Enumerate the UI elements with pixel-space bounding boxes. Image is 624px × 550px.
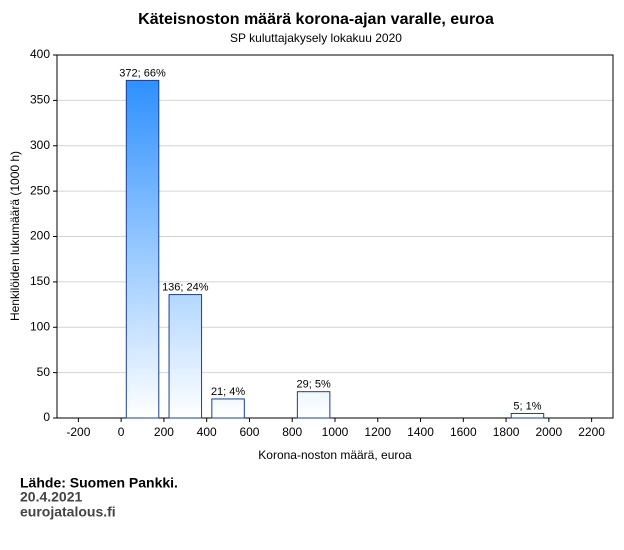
y-tick-label: 200 xyxy=(30,229,50,243)
y-tick-label: 350 xyxy=(30,93,50,107)
y-tick-label: 0 xyxy=(43,410,50,424)
x-tick-label: 200 xyxy=(154,425,174,439)
y-axis-label: Henkilöiden lukumäärä (1000 h) xyxy=(8,151,22,321)
value-label: 136; 24% xyxy=(162,281,209,293)
value-label: 5; 1% xyxy=(513,400,541,412)
bar xyxy=(211,398,245,419)
y-tick-label: 250 xyxy=(30,183,50,197)
footer-site: eurojatalous.fi xyxy=(20,504,116,520)
plot-frame xyxy=(56,54,614,419)
x-tick-label: 2000 xyxy=(535,425,562,439)
y-tick-label: 100 xyxy=(30,319,50,333)
y-tick-label: 300 xyxy=(30,138,50,152)
x-tick-label: 600 xyxy=(239,425,259,439)
footer-date: 20.4.2021 xyxy=(20,489,82,505)
chart-title: Käteisnoston määrä korona-ajan varalle, … xyxy=(138,11,494,28)
x-tick-label: 800 xyxy=(282,425,302,439)
y-tick-label: 150 xyxy=(30,274,50,288)
y-tick-label: 400 xyxy=(30,47,50,61)
x-tick-label: 0 xyxy=(118,425,125,439)
x-tick-label: 1600 xyxy=(450,425,477,439)
x-tick-label: 1400 xyxy=(407,425,434,439)
bar xyxy=(296,391,331,419)
footer-source: Lähde: Suomen Pankki. xyxy=(20,475,178,491)
x-tick-label: 400 xyxy=(197,425,217,439)
bar xyxy=(125,79,160,419)
chart-subtitle: SP kuluttajakysely lokakuu 2020 xyxy=(230,31,402,45)
x-tick-label: 1000 xyxy=(322,425,349,439)
x-tick-label: 1800 xyxy=(493,425,520,439)
bar xyxy=(510,412,545,419)
x-tick-label: 2200 xyxy=(578,425,605,439)
x-tick-label: -200 xyxy=(66,425,90,439)
value-label: 29; 5% xyxy=(296,379,330,391)
value-label: 372; 66% xyxy=(119,67,166,79)
y-tick-label: 50 xyxy=(37,365,51,379)
value-label: 21; 4% xyxy=(211,386,245,398)
bar xyxy=(168,294,203,419)
x-axis-label: Korona-noston määrä, euroa xyxy=(258,448,412,462)
x-tick-label: 1200 xyxy=(364,425,391,439)
